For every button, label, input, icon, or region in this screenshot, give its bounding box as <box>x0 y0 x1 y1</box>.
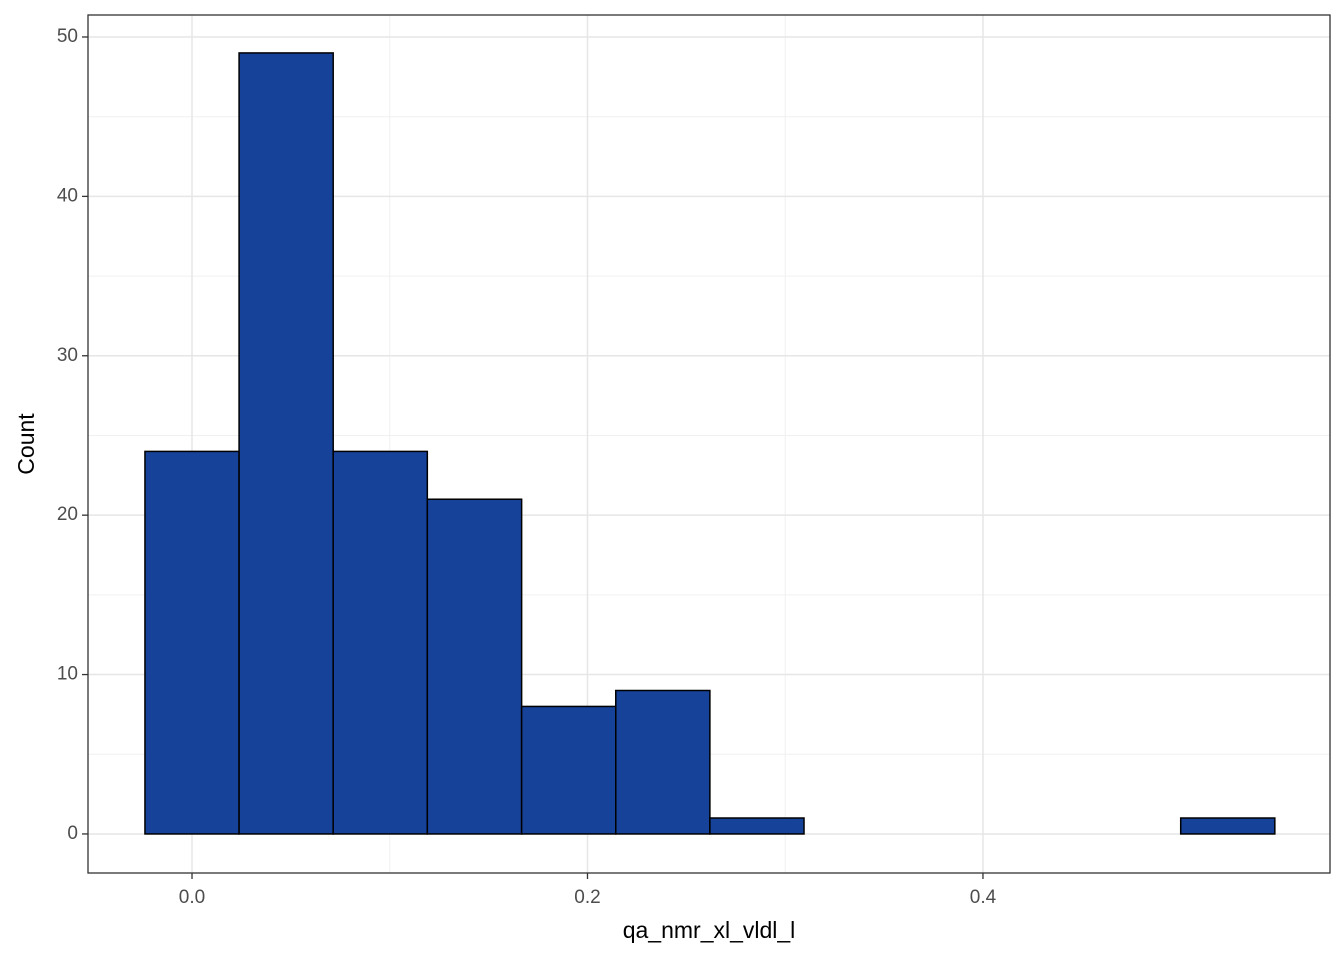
y-tick-label: 20 <box>57 504 78 525</box>
bar <box>238 52 334 835</box>
plot-border <box>87 14 1331 874</box>
bar <box>144 450 240 835</box>
bar <box>615 689 711 835</box>
bar <box>709 817 805 835</box>
y-tick-label: 40 <box>57 185 78 206</box>
bar <box>520 705 617 835</box>
y-tick-label: 50 <box>57 26 78 47</box>
x-tick-label: 0.0 <box>179 887 205 908</box>
y-axis-title: Count <box>13 413 39 475</box>
x-axis-title: qa_nmr_xl_vldl_l <box>623 917 796 943</box>
bar <box>1179 817 1276 835</box>
y-tick-label: 0 <box>67 823 78 844</box>
bar <box>332 450 429 835</box>
x-tick-label: 0.4 <box>970 887 997 908</box>
y-tick-label: 30 <box>57 345 78 366</box>
x-tick-label: 0.2 <box>574 887 600 908</box>
bar <box>426 498 523 835</box>
y-tick-label: 10 <box>57 664 78 685</box>
